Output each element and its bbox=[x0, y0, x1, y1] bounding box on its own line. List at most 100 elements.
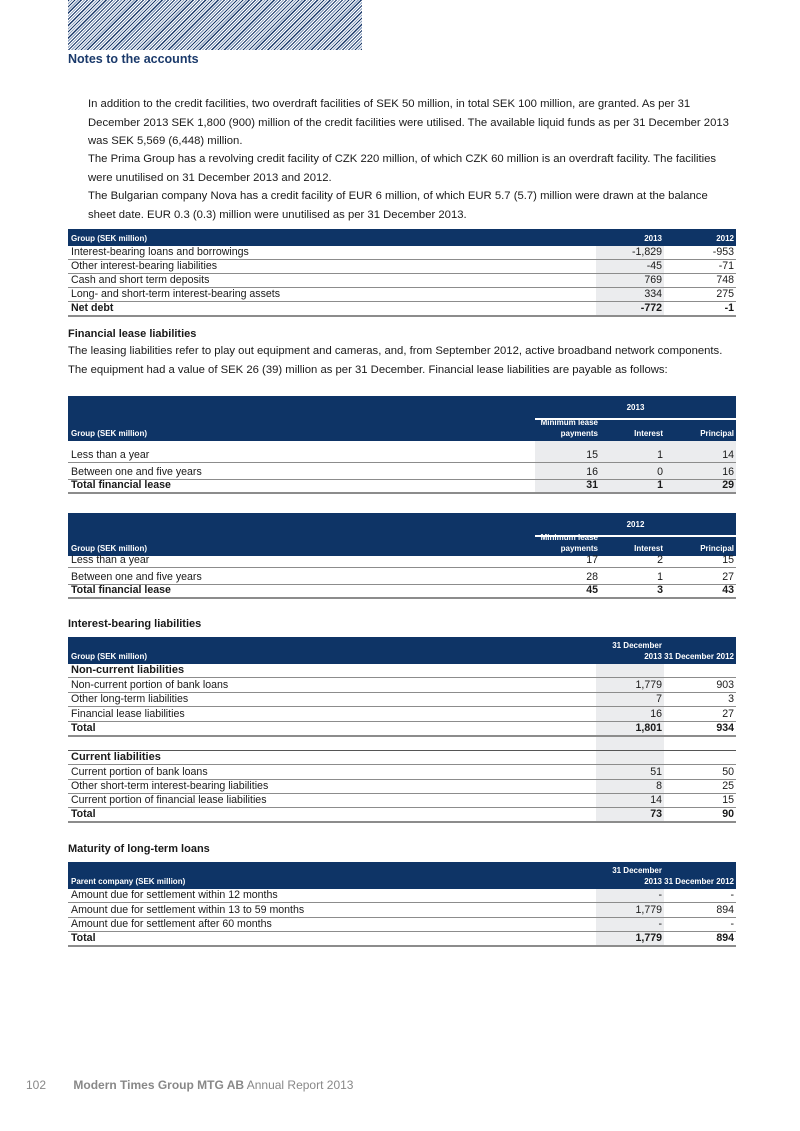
company-name: Modern Times Group MTG AB bbox=[73, 1078, 245, 1092]
cell-value: 334 bbox=[644, 288, 662, 300]
column-header-label: Group (SEK million) bbox=[71, 544, 147, 553]
row-label: Other short-term interest-bearing liabil… bbox=[71, 780, 269, 792]
column-header: 31 December 2013 bbox=[612, 641, 662, 661]
total-row: Total financial lease 31 1 29 bbox=[68, 479, 736, 494]
row-label: Total bbox=[71, 808, 96, 820]
cell-value: 43 bbox=[722, 584, 734, 596]
cell-value: 1,779 bbox=[635, 932, 662, 944]
row-label: Interest-bearing loans and borrowings bbox=[71, 246, 249, 258]
table-body: Interest-bearing loans and borrowings -1,… bbox=[68, 246, 736, 317]
table-row: Amount due for settlement after 60 month… bbox=[68, 918, 736, 932]
row-label: Non-current liabilities bbox=[71, 664, 185, 676]
cell-value: -1,829 bbox=[631, 246, 662, 258]
column-header-label: Group (SEK million) bbox=[71, 234, 147, 243]
lease-2012-table: Group (SEK million) 2012 Minimum lease pay… bbox=[68, 513, 736, 599]
cell-value: 1,779 bbox=[635, 679, 662, 691]
cell-value: 31 bbox=[586, 479, 598, 491]
cell-value: 29 bbox=[722, 479, 734, 491]
row-label: Amount due for settlement within 12 mont… bbox=[71, 889, 278, 901]
cell-value: 51 bbox=[650, 766, 662, 778]
row-label: Non-current portion of bank loans bbox=[71, 679, 229, 691]
cell-value: 15 bbox=[722, 554, 734, 566]
maturity-table: Parent company (SEK million) 31 December … bbox=[68, 862, 736, 947]
shaded-column bbox=[596, 889, 664, 947]
cell-value: 1,779 bbox=[635, 904, 662, 916]
lease-paragraph: The leasing liabilities refer to play ou… bbox=[68, 345, 723, 376]
column-header-label: Parent company (SEK million) bbox=[71, 877, 186, 886]
cell-value: 748 bbox=[716, 274, 734, 286]
lease-2013-table: Group (SEK million) 2013 Minimum lease pay… bbox=[68, 396, 736, 494]
column-header: Principal bbox=[700, 429, 734, 438]
row-label: Long- and short-term interest-bearing as… bbox=[71, 288, 281, 300]
row-label: Between one and five years bbox=[71, 571, 202, 583]
cell-value: 1 bbox=[657, 571, 663, 583]
cell-value: 25 bbox=[722, 780, 734, 792]
cell-value: 934 bbox=[716, 722, 734, 734]
cell-value: 50 bbox=[722, 766, 734, 778]
cell-value: -71 bbox=[718, 260, 734, 272]
cell-value: 1 bbox=[657, 449, 663, 461]
column-header: 2013 bbox=[644, 234, 662, 243]
shaded-column bbox=[535, 441, 736, 494]
paragraph: In addition to the credit facilities, tw… bbox=[88, 98, 729, 147]
lease-heading: Financial lease liabilities bbox=[68, 328, 197, 340]
cell-value: 7 bbox=[656, 693, 662, 705]
table-row: Other interest-bearing liabilities -45 -71 bbox=[68, 260, 736, 274]
table-row: Financial lease liabilities 16 27 bbox=[68, 707, 736, 722]
cell-value: 894 bbox=[716, 932, 734, 944]
cell-value: 16 bbox=[650, 708, 662, 720]
cell-value: -1 bbox=[724, 302, 734, 314]
row-label: Other long-term liabilities bbox=[71, 693, 189, 705]
cell-value: 45 bbox=[586, 584, 598, 596]
column-header: Principal bbox=[700, 544, 734, 553]
cell-value: 14 bbox=[650, 794, 662, 806]
cell-value: 769 bbox=[644, 274, 662, 286]
table-header: Parent company (SEK million) 31 December … bbox=[68, 862, 736, 889]
table-row: Long- and short-term interest-bearing as… bbox=[68, 288, 736, 302]
column-header-label: Group (SEK million) bbox=[71, 429, 147, 438]
cell-value: 8 bbox=[656, 780, 662, 792]
table-body: Non-current liabilities Non-current porti… bbox=[68, 664, 736, 823]
decorative-stripes bbox=[68, 0, 362, 50]
column-header: 2012 bbox=[716, 234, 734, 243]
table-header: Group (SEK million) 2013 Minimum lease pay… bbox=[68, 396, 736, 441]
row-label: Total financial lease bbox=[71, 479, 171, 491]
paragraph: The Prima Group has a revolving credit f… bbox=[88, 153, 717, 184]
column-header: Minimum lease payments bbox=[540, 418, 598, 438]
cell-value: - bbox=[730, 918, 734, 930]
report-name: Annual Report 2013 bbox=[246, 1078, 354, 1092]
cell-value: 14 bbox=[722, 449, 734, 461]
cell-value: -772 bbox=[640, 302, 662, 314]
cell-value: 903 bbox=[716, 679, 734, 691]
row-label: Financial lease liabilities bbox=[71, 708, 185, 720]
column-header: Minimum lease payments bbox=[540, 533, 598, 553]
column-header: Interest bbox=[634, 429, 663, 438]
cell-value: 0 bbox=[657, 466, 663, 478]
row-label: Less than a year bbox=[71, 449, 150, 461]
column-header-label: Group (SEK million) bbox=[71, 652, 147, 661]
paragraph: The Bulgarian company Nova has a credit … bbox=[88, 190, 708, 221]
column-header: Interest bbox=[634, 544, 663, 553]
shaded-column bbox=[596, 246, 664, 317]
cell-value: 90 bbox=[722, 808, 734, 820]
cell-value: 15 bbox=[722, 794, 734, 806]
row-label: Current portion of bank loans bbox=[71, 766, 208, 778]
table-row: Current portion of bank loans 51 50 bbox=[68, 765, 736, 780]
row-label: Net debt bbox=[71, 302, 114, 314]
cell-value: - bbox=[658, 889, 662, 901]
cell-value: 1 bbox=[657, 479, 663, 491]
row-label: Less than a year bbox=[71, 554, 150, 566]
table-row bbox=[68, 737, 736, 751]
row-label: Total bbox=[71, 932, 96, 944]
section-header-row: Non-current liabilities bbox=[68, 664, 736, 678]
page-number: 102 bbox=[26, 1078, 47, 1092]
cell-value: 1,801 bbox=[635, 722, 662, 734]
table-row: Cash and short term deposits 769 748 bbox=[68, 274, 736, 288]
maturity-heading: Maturity of long-term loans bbox=[68, 843, 210, 855]
page-footer: 102 Modern Times Group MTG AB Annual Rep… bbox=[26, 1078, 353, 1092]
table-row: Amount due for settlement within 13 to 5… bbox=[68, 903, 736, 918]
table-body: Less than a year 17 2 15 Between one and fiv… bbox=[68, 554, 736, 599]
row-label: Total financial lease bbox=[71, 584, 171, 596]
cell-value: 15 bbox=[586, 449, 598, 461]
net-debt-table: Group (SEK million) 2013 2012 Interest-bear… bbox=[68, 229, 736, 317]
